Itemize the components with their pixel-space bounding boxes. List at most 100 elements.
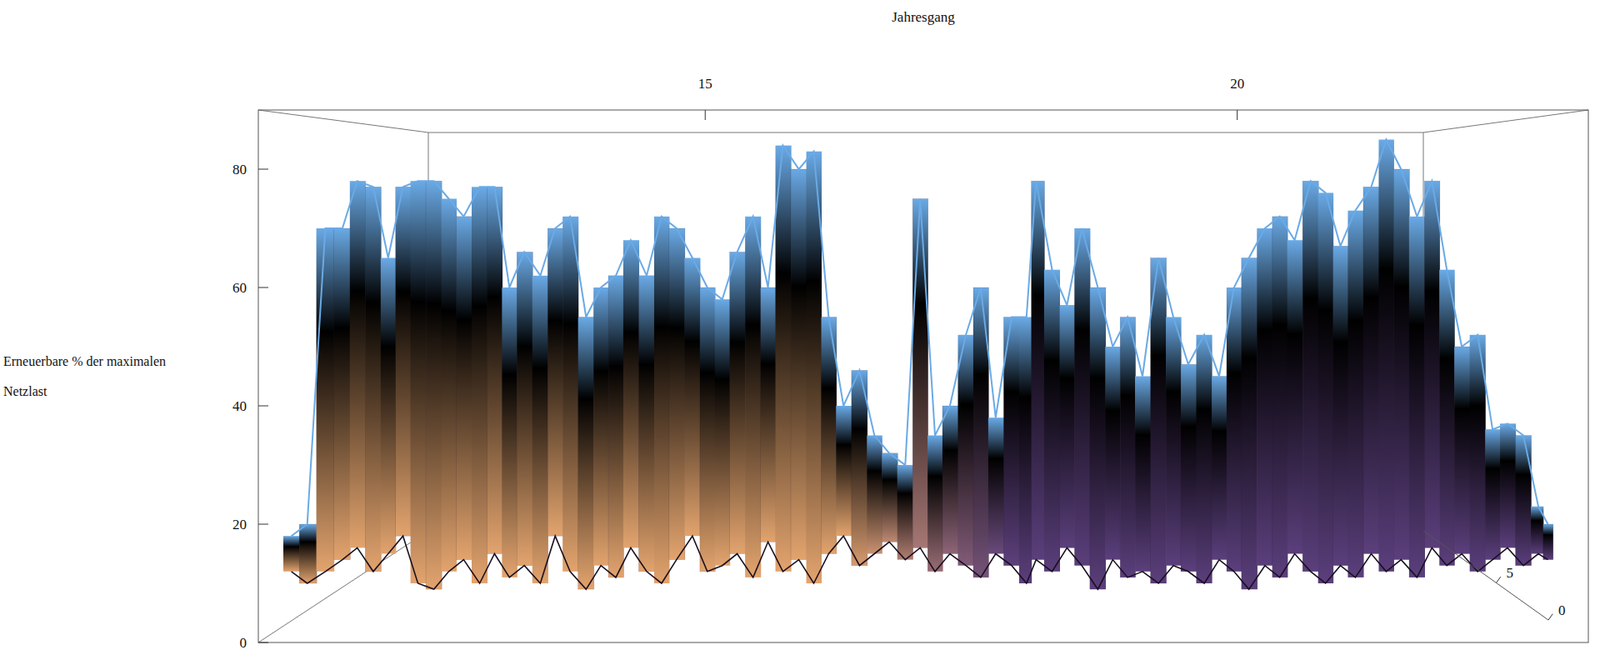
bottom-line (291, 535, 1549, 590)
y-tick-label: 40 (232, 398, 247, 415)
y-tick (258, 287, 269, 289)
y-tick (258, 642, 269, 644)
ridge-band (395, 186, 411, 536)
box-edge (428, 132, 1424, 134)
top-line (291, 140, 1549, 537)
ridge-band (487, 186, 503, 554)
y-tick (258, 524, 269, 525)
ridge-band (501, 287, 517, 578)
depth-tick-label: 0 (1558, 602, 1566, 619)
ridge-band (1333, 245, 1349, 565)
ridge-band (425, 180, 442, 590)
ridge-band (516, 251, 533, 565)
ridge-band (1515, 435, 1532, 566)
ridge-band (316, 228, 335, 572)
ridge-band (410, 180, 427, 584)
ridge-band (1454, 346, 1470, 555)
ridge-band (1318, 192, 1334, 584)
ridge-band (623, 240, 640, 548)
ridge-band (283, 535, 300, 572)
ridge-band (927, 435, 943, 572)
y-tick-label: 60 (232, 280, 247, 296)
ridge-band (455, 216, 472, 560)
ridge-band (1287, 240, 1304, 554)
ridge-band (835, 405, 852, 536)
ridge-band (608, 275, 624, 578)
ridge-band (1059, 305, 1075, 548)
ridge-band (1409, 216, 1425, 578)
ridge-band (760, 287, 776, 542)
ridge-band (1150, 258, 1167, 585)
y-tick (258, 405, 269, 407)
ridge-band (669, 228, 685, 560)
ridge-band (897, 465, 914, 560)
depth-tick (1548, 614, 1553, 620)
x-axis-title: Jahresgang (891, 9, 955, 25)
ridge-band (745, 216, 761, 578)
y-tick-label: 80 (232, 161, 247, 178)
ridge-band (730, 251, 746, 554)
y-tick-label: 20 (232, 516, 247, 533)
ridge-band (684, 258, 700, 537)
ridge-band (578, 317, 595, 590)
ridge-band (700, 287, 715, 572)
surface (283, 140, 1554, 590)
ridge-band (350, 180, 366, 548)
x-tick-label: 20 (1230, 75, 1245, 92)
frame (258, 110, 1589, 643)
ridge-band (380, 258, 396, 555)
ridge-band (1044, 270, 1060, 572)
ridge-band (790, 169, 807, 560)
ridge-band (334, 228, 351, 560)
ridge-band (1393, 169, 1410, 560)
ridge-band (1439, 270, 1455, 566)
ridge-band (532, 275, 549, 584)
ridge-band (1500, 423, 1516, 548)
x-tick (705, 110, 706, 120)
y-tick-label: 0 (240, 635, 248, 651)
ridge-band (441, 199, 457, 572)
ridge-band (988, 417, 1005, 554)
ridge-band (942, 405, 959, 555)
ridge-band (1135, 376, 1151, 572)
ridge-band (1180, 364, 1197, 572)
ridge-band (1485, 429, 1500, 560)
ridge-band (1031, 180, 1045, 560)
x-tick-label: 15 (698, 75, 713, 92)
depth-tick-label: 5 (1506, 565, 1515, 581)
ridge-band (1165, 317, 1181, 566)
ridge-band (912, 199, 928, 549)
chart: 0 20 40 60 80 15 20 Jahresgang Erneuerbare % der… (0, 0, 1600, 655)
box (258, 110, 1589, 643)
ridge-band (1256, 228, 1273, 566)
ridge-band (1543, 524, 1554, 560)
ridge-band (1074, 228, 1090, 566)
ridge-band (1226, 287, 1242, 572)
y-tick (258, 169, 269, 170)
ridge-band (654, 216, 670, 584)
ridge-band (957, 335, 974, 566)
ridge-band (1019, 317, 1032, 585)
depth-tick (1496, 576, 1501, 583)
ridge-band (866, 435, 882, 555)
x-tick (1236, 110, 1238, 120)
ridge-band (638, 275, 655, 572)
box-edge (258, 110, 429, 133)
ridge-band (1120, 317, 1135, 578)
ridge-band (1090, 287, 1106, 590)
ridge-band (1211, 376, 1227, 560)
ridge-band (471, 186, 488, 584)
ridge-band (1195, 335, 1212, 584)
ridge-band (1105, 346, 1120, 560)
ridge-band (1347, 210, 1364, 578)
ridge-band (365, 186, 381, 572)
ridge-band (881, 453, 898, 543)
ridge-band (593, 287, 609, 566)
ridge-band (1378, 140, 1394, 572)
ridge-band (1363, 186, 1380, 554)
ridge-band (562, 216, 579, 572)
ridge-band (1302, 180, 1319, 572)
ridge-band (715, 299, 730, 566)
y-axis-title: Erneuerbare % der maximalenNetzlast (3, 354, 166, 399)
ridge-band (1272, 216, 1288, 578)
